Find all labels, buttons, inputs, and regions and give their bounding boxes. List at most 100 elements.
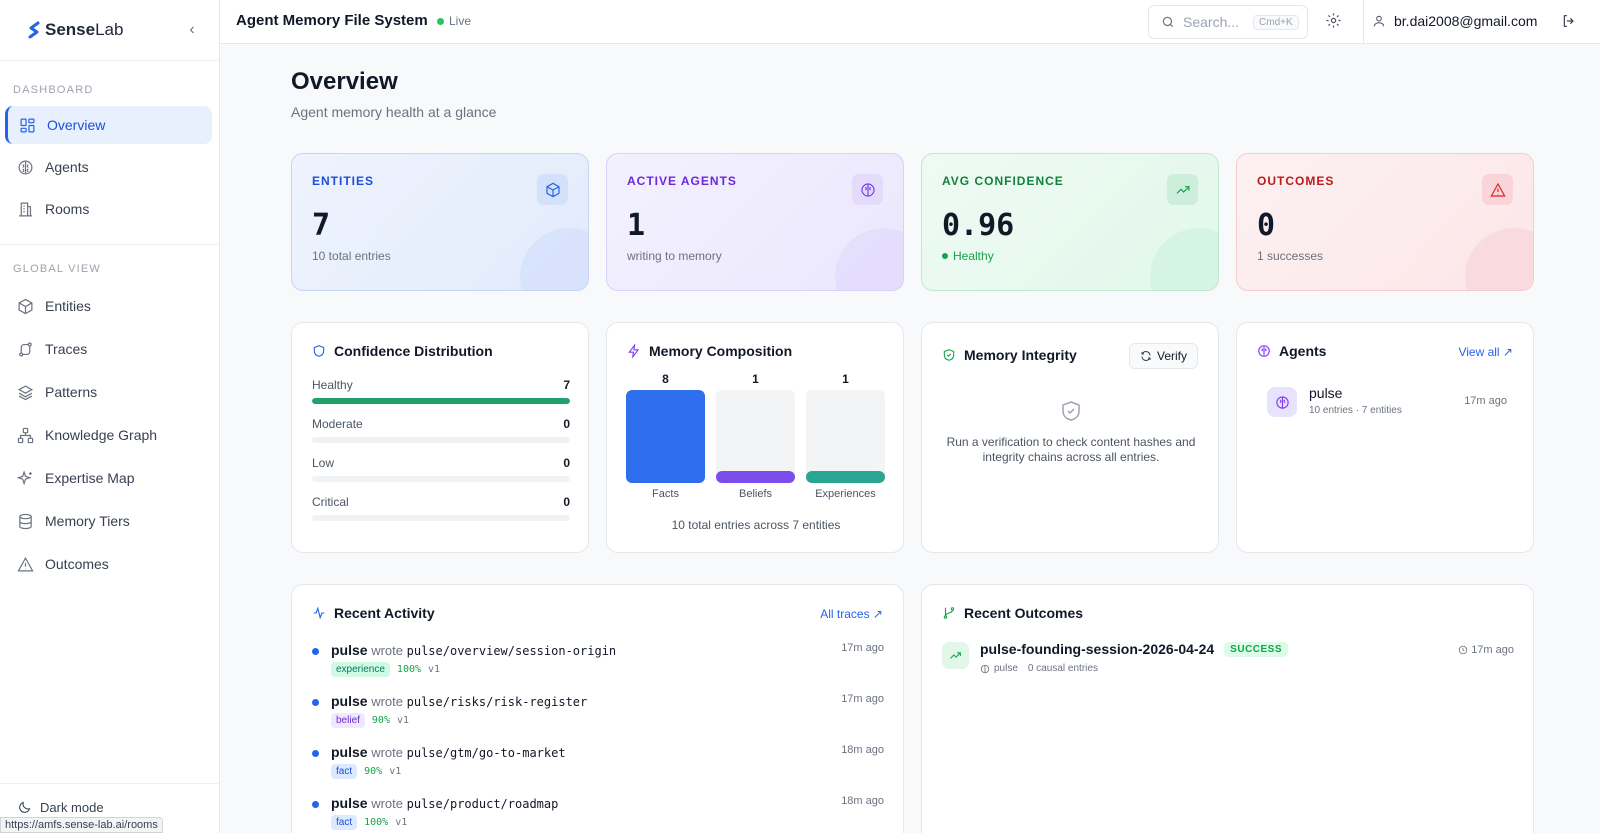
card-title: Confidence Distribution [334, 343, 493, 359]
brain-icon [18, 160, 33, 174]
card-header: Recent Activity [312, 605, 435, 621]
outcome-name: pulse-founding-session-2026-04-24 [980, 641, 1215, 657]
activity-dot-icon [312, 801, 319, 808]
card-title: Recent Activity [334, 605, 435, 621]
agent-row[interactable]: pulse 10 entries · 7 entities 17m ago [1257, 383, 1515, 427]
activity-tag: belief [331, 713, 365, 728]
sidebar-item-memory-tiers[interactable]: Memory Tiers [5, 502, 212, 540]
activity-dot-icon [312, 699, 319, 706]
confidence-count: 0 [563, 495, 570, 509]
confidence-label: Critical [312, 495, 349, 509]
activity-dot-icon [312, 648, 319, 655]
user-email: br.dai2008@gmail.com [1394, 13, 1538, 29]
sidebar-item-label: Expertise Map [45, 470, 135, 486]
brain-icon [1275, 395, 1289, 409]
activity-meta: fact 90% v1 [331, 764, 401, 779]
chevron-left-icon[interactable]: ‹ [189, 21, 195, 38]
logout-button[interactable] [1561, 13, 1579, 31]
all-traces-link[interactable]: All traces ↗ [820, 607, 883, 621]
stat-card-entities[interactable]: ENTITIES 7 10 total entries [291, 153, 589, 291]
confidence-row-low: Low 0 [312, 456, 570, 482]
confidence-label: Low [312, 456, 335, 470]
sidebar-item-overview[interactable]: Overview [5, 106, 212, 144]
activity-meta: fact 100% v1 [331, 815, 407, 830]
search-input[interactable]: Search... Cmd+K [1148, 5, 1308, 39]
topbar-divider [1363, 0, 1364, 44]
activity-tag: fact [331, 764, 358, 779]
card-header: Agents [1257, 343, 1326, 359]
brand-name-b: Lab [95, 20, 124, 39]
stat-hint: 10 total entries [312, 249, 391, 263]
activity-meta: belief 90% v1 [331, 713, 409, 728]
stat-card-active-agents[interactable]: ACTIVE AGENTS 1 writing to memory [606, 153, 904, 291]
activity-verb: wrote [371, 694, 403, 709]
section-label-global-view: GLOBAL VIEW [13, 263, 101, 275]
view-all-agents-link[interactable]: View all ↗ [1458, 345, 1513, 359]
sidebar-item-agents[interactable]: Agents [5, 148, 212, 186]
outcome-agent: pulse [994, 663, 1018, 674]
sidebar-item-expertise-map[interactable]: Expertise Map [5, 459, 212, 497]
sidebar-item-traces[interactable]: Traces [5, 330, 212, 368]
page-title: Overview [291, 68, 398, 95]
healthy-dot-icon [942, 253, 948, 259]
sidebar-item-rooms[interactable]: Rooms [5, 190, 212, 228]
activity-confidence: 90% [364, 766, 383, 777]
stat-value: 1 [627, 208, 646, 243]
stat-hint: Healthy [942, 249, 1198, 263]
activity-version: v1 [428, 664, 441, 675]
dark-mode-toggle[interactable]: Dark mode [17, 800, 104, 815]
moon-icon [19, 801, 31, 813]
card-title: Agents [1279, 343, 1327, 359]
composition-bar-track [806, 390, 885, 483]
layers-icon [17, 384, 34, 400]
stat-card-avg-confidence[interactable]: AVG CONFIDENCE 0.96 Healthy [921, 153, 1219, 291]
user-menu[interactable]: br.dai2008@gmail.com [1372, 13, 1537, 29]
stat-value: 7 [312, 208, 331, 243]
brain-icon [1258, 345, 1270, 357]
confidence-track [312, 476, 570, 482]
activity-path: pulse/gtm/go-to-market [406, 746, 566, 760]
activity-agent: pulse [331, 693, 368, 709]
sidebar-item-label: Knowledge Graph [45, 427, 158, 443]
outcome-time: 17m ago [1458, 644, 1514, 656]
sidebar-divider [0, 783, 220, 784]
route-icon [19, 342, 32, 356]
building-icon [19, 202, 32, 216]
grid-icon [20, 118, 35, 132]
trending-up-icon [1167, 174, 1198, 205]
logout-icon [1563, 15, 1574, 27]
live-status: Live [437, 14, 471, 28]
activity-line: pulse wrote pulse/product/roadmap [331, 795, 558, 811]
recent-activity-card: Recent Activity All traces ↗ pulse wrote… [291, 584, 904, 833]
composition-label: Facts [652, 488, 679, 500]
database-icon [19, 513, 32, 529]
activity-confidence: 100% [364, 817, 389, 828]
sidebar-item-outcomes[interactable]: Outcomes [5, 545, 212, 583]
composition-count: 8 [662, 372, 669, 386]
confidence-label: Healthy [312, 378, 353, 392]
activity-tag: experience [331, 662, 390, 677]
outcome-causal: 0 causal entries [1027, 663, 1098, 674]
composition-footer: 10 total entries across 7 entities [671, 518, 841, 532]
sidebar-item-entities[interactable]: Entities [5, 287, 212, 325]
settings-button[interactable] [1325, 12, 1345, 32]
activity-verb: wrote [371, 745, 403, 760]
brand-logo[interactable]: SenseLab [27, 20, 123, 40]
stat-hint-text: Healthy [953, 249, 994, 263]
composition-bar [626, 390, 705, 483]
verify-button[interactable]: Verify [1128, 343, 1198, 369]
composition-label: Experiences [815, 488, 876, 500]
sidebar-item-patterns[interactable]: Patterns [5, 373, 212, 411]
clock-icon [1459, 645, 1468, 655]
stat-label: AVG CONFIDENCE [942, 174, 1064, 188]
search-placeholder: Search... [1183, 14, 1240, 30]
confidence-count: 0 [563, 417, 570, 431]
activity-verb: wrote [371, 796, 403, 811]
agents-card: Agents View all ↗ pulse 10 entries · 7 e… [1236, 322, 1534, 553]
outcome-item[interactable]: pulse-founding-session-2026-04-24 SUCCES… [942, 641, 1514, 681]
sidebar-item-knowledge-graph[interactable]: Knowledge Graph [5, 416, 212, 454]
agent-avatar [1267, 387, 1297, 417]
confidence-track [312, 398, 570, 404]
recent-outcomes-card: Recent Outcomes pulse-founding-session-2… [921, 584, 1534, 833]
stat-card-outcomes[interactable]: OUTCOMES 0 1 successes [1236, 153, 1534, 291]
